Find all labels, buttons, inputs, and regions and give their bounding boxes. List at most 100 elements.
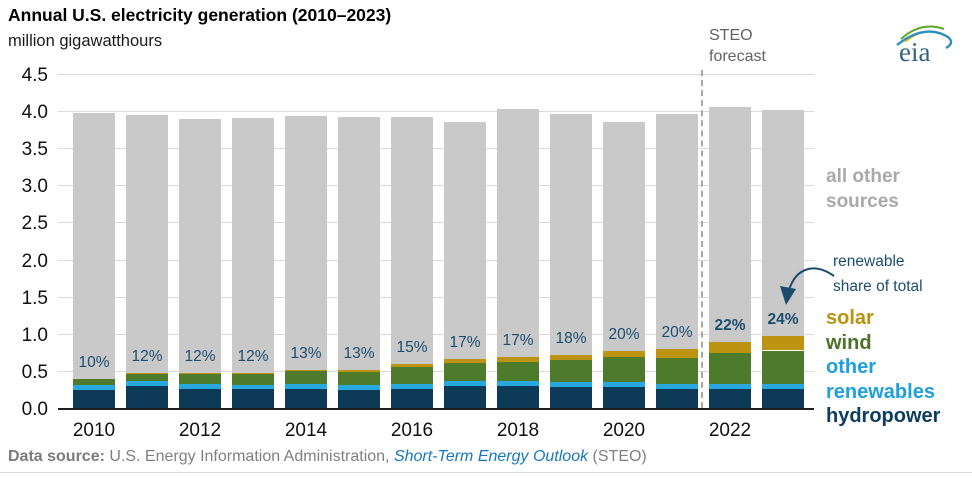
bar-segment-other-renewables-2020: [603, 382, 645, 388]
forecast-divider-line: [701, 70, 703, 408]
renewable-share-label-2015: 13%: [343, 345, 375, 363]
steo-link[interactable]: Short-Term Energy Outlook: [393, 448, 589, 465]
bar-segment-hydropower-2014: [285, 389, 327, 408]
bar-segment-other-renewables-2018: [497, 381, 539, 387]
bar-segment-all-other-sources-2023: [762, 109, 804, 337]
annotation-arrow-icon: [780, 267, 835, 305]
bar-segment-wind-2018: [497, 361, 539, 382]
gridline: [58, 74, 814, 75]
renewable-share-label-2017: 17%: [449, 334, 481, 352]
renewable-share-label-2011: 12%: [131, 347, 163, 365]
bar-segment-solar-2017: [444, 359, 486, 364]
bar-segment-all-other-sources-2011: [126, 114, 168, 373]
gridline: [58, 370, 814, 372]
x-tick-label-2020: 2020: [602, 420, 646, 441]
renewable-share-label-2021: 20%: [661, 324, 693, 342]
bar-segment-all-other-sources-2010: [73, 113, 115, 379]
annotation-line1: renewable: [833, 253, 905, 270]
renewable-share-label-2012: 12%: [184, 348, 216, 366]
bar-segment-hydropower-2019: [550, 386, 592, 408]
eia-logo: eia: [896, 25, 953, 67]
bar-segment-wind-2013: [232, 373, 274, 385]
bar-segment-wind-2011: [126, 372, 168, 381]
x-tick-label-2014: 2014: [284, 420, 328, 441]
bar-segment-all-other-sources-2022: [709, 106, 751, 342]
bar-segment-solar-2016: [391, 364, 433, 368]
renewable-share-label-2010: 10%: [78, 353, 110, 371]
bar-segment-hydropower-2022: [709, 388, 751, 408]
bar-segment-other-renewables-2023: [762, 384, 804, 390]
data-source-footer: Data source: U.S. Energy Information Adm…: [8, 448, 647, 466]
logo-blue-swoosh-icon: [896, 30, 953, 50]
forecast-label: STEO forecast: [709, 25, 766, 67]
bar-segment-wind-2022: [709, 352, 751, 384]
y-tick-label: 3.0: [21, 176, 48, 198]
renewable-share-label-2019: 18%: [555, 330, 587, 348]
gridline: [58, 222, 814, 224]
bar-segment-solar-2018: [497, 357, 539, 362]
legend: solar wind other renewables hydropower: [826, 306, 940, 429]
y-tick-label: 3.5: [21, 139, 48, 161]
bar-segment-solar-2023: [762, 336, 804, 351]
bar-segment-hydropower-2013: [232, 389, 274, 408]
page-title: Annual U.S. electricity generation (2010…: [8, 5, 392, 25]
bar-segment-hydropower-2010: [73, 389, 115, 408]
bar-segment-other-renewables-2019: [550, 381, 592, 387]
data-source-text: U.S. Energy Information Administration,: [104, 448, 394, 465]
legend-item-solar: solar: [826, 307, 874, 329]
renewable-share-label-2013: 12%: [237, 348, 269, 366]
bar-segment-hydropower-2020: [603, 387, 645, 408]
bar-segment-wind-2010: [73, 378, 115, 385]
legend-item-hydropower: hydropower: [826, 405, 941, 427]
bar-segment-other-renewables-2021: [656, 384, 698, 390]
bar-segment-wind-2016: [391, 367, 433, 384]
renewable-share-label-2020: 20%: [608, 325, 640, 343]
renewable-share-label-2022: 22%: [714, 316, 746, 334]
gridline: [58, 185, 814, 187]
annotation-line2: share of total: [833, 278, 923, 295]
bar-segment-solar-2014: [285, 370, 327, 372]
x-tick-label-2018: 2018: [496, 420, 540, 441]
x-tick-label-2016: 2016: [390, 420, 434, 441]
bar-segment-hydropower-2015: [338, 390, 380, 408]
bar-segment-other-renewables-2011: [126, 380, 168, 386]
y-tick-label: 0.0: [21, 399, 48, 420]
bar-segment-hydropower-2016: [391, 388, 433, 408]
bar-segment-all-other-sources-2012: [179, 119, 221, 374]
gridline: [58, 333, 814, 335]
bar-segment-all-other-sources-2016: [391, 117, 433, 365]
bottom-divider: [0, 472, 972, 473]
gridline: [58, 148, 814, 150]
bar-segment-other-renewables-2010: [73, 385, 115, 390]
renewable-share-label-2014: 13%: [290, 345, 322, 362]
y-tick-label: 4.5: [21, 65, 48, 86]
bar-segment-wind-2014: [285, 371, 327, 385]
bar-segment-all-other-sources-2020: [603, 122, 645, 351]
y-tick-label: 1.5: [21, 287, 48, 309]
bar-segment-hydropower-2012: [179, 388, 221, 408]
legend-all-other-line2: sources: [826, 191, 899, 212]
gridline: [58, 259, 814, 261]
bar-segment-hydropower-2023: [762, 389, 804, 408]
y-tick-label: 0.5: [21, 361, 48, 383]
y-tick-label: 4.0: [21, 102, 48, 124]
bar-segment-solar-2015: [338, 370, 380, 372]
bar-segment-all-other-sources-2015: [338, 117, 380, 371]
bar-segment-other-renewables-2015: [338, 385, 380, 391]
y-tick-label: 2.5: [21, 213, 48, 235]
gridline: [58, 296, 814, 298]
renewable-share-label-2023: 24%: [767, 311, 799, 329]
bar-segment-hydropower-2021: [656, 389, 698, 408]
bar-segment-solar-2013: [232, 373, 274, 374]
plot-area: 10% 12% 12% 12% 13% 13% 15% 17% 17% 18% 20% 20% 22% 2…: [58, 70, 814, 410]
bar-segment-all-other-sources-2019: [550, 114, 592, 356]
bar-segment-all-other-sources-2014: [285, 115, 327, 370]
bar-segment-wind-2019: [550, 360, 592, 382]
x-tick-label-2012: 2012: [178, 420, 222, 441]
bar-segment-wind-2015: [338, 371, 380, 385]
x-tick-label-2022: 2022: [708, 420, 752, 441]
bar-segment-other-renewables-2013: [232, 384, 274, 390]
bar-segment-wind-2023: [762, 350, 804, 385]
bar-segment-other-renewables-2017: [444, 381, 486, 387]
gridline: [58, 111, 814, 113]
